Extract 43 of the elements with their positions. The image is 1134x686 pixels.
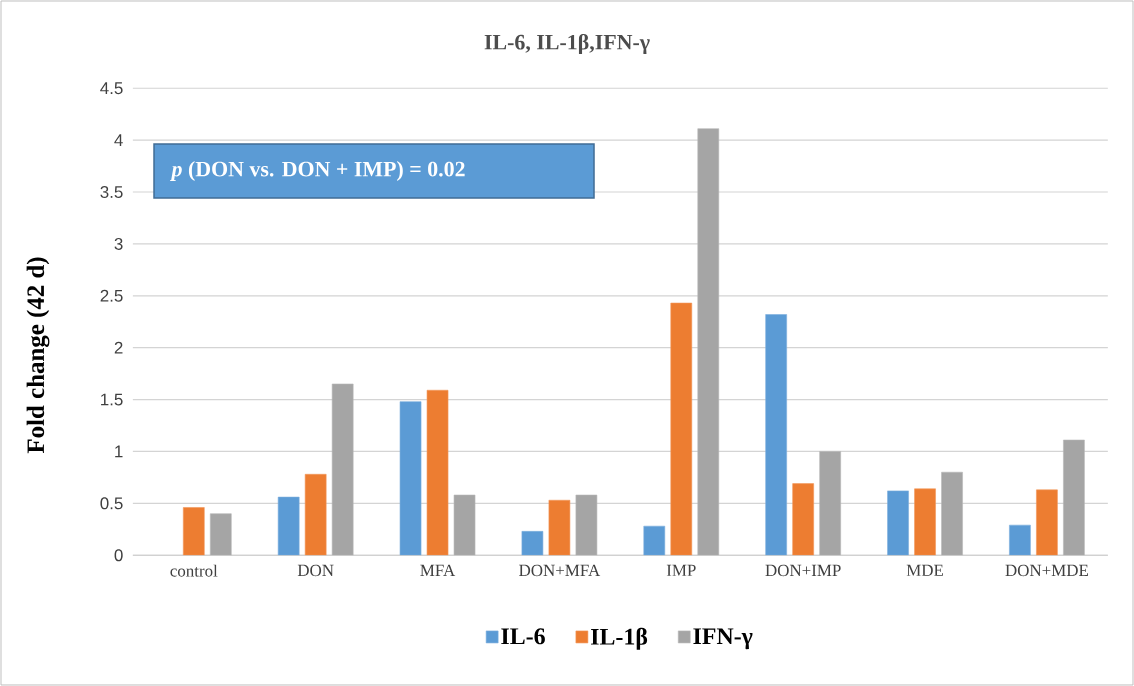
bar (399, 401, 422, 556)
x-tick-label: DON+MDE (1005, 564, 1088, 577)
bar (887, 490, 909, 556)
x-tick-label: DON+IMP (765, 564, 841, 577)
y-tick-label: 4.5 (100, 82, 123, 95)
bar (182, 507, 205, 556)
y-tick-label: 0 (114, 549, 123, 562)
bar (941, 471, 963, 556)
y-tick-label: 1 (115, 445, 123, 458)
legend-label: IFN-γ (693, 628, 753, 650)
bar (426, 389, 449, 556)
bar (670, 302, 693, 556)
bar (1009, 524, 1031, 556)
x-tick-label: MDE (906, 564, 943, 576)
y-tick-label: 0.5 (100, 497, 123, 510)
bar (304, 473, 327, 556)
bar (643, 525, 666, 556)
bar (1063, 439, 1085, 556)
legend-label: IL-1β (591, 627, 648, 650)
y-tick-label: 3 (114, 237, 123, 250)
y-tick-label: 1.5 (101, 393, 123, 406)
bar (331, 383, 354, 556)
x-tick-label: IMP (666, 564, 696, 576)
bar (209, 513, 232, 556)
annotation: p (DON vs. DON + IMP) = 0.02 (169, 161, 465, 181)
x-tick-label: DON (297, 564, 334, 577)
bar (792, 483, 814, 556)
chart-title: IL-6, IL-1β,IFN-γ (484, 33, 650, 55)
y-axis-title: Fold change (42 d) (26, 257, 50, 454)
legend-label: IL-6 (501, 628, 545, 645)
bar (1036, 489, 1058, 556)
bar (914, 488, 936, 556)
y-tick-label: 2 (114, 341, 123, 354)
bar (697, 128, 720, 556)
y-tick-label: 2.5 (100, 289, 123, 302)
x-tick-label: DON+MFA (519, 564, 601, 577)
bar (819, 451, 841, 556)
y-tick-label: 4 (114, 134, 123, 146)
x-tick-label: control (170, 564, 218, 577)
y-tick-label: 3.5 (100, 186, 123, 199)
bar (765, 314, 787, 556)
bar (277, 496, 300, 556)
x-tick-label: MFA (420, 564, 456, 576)
